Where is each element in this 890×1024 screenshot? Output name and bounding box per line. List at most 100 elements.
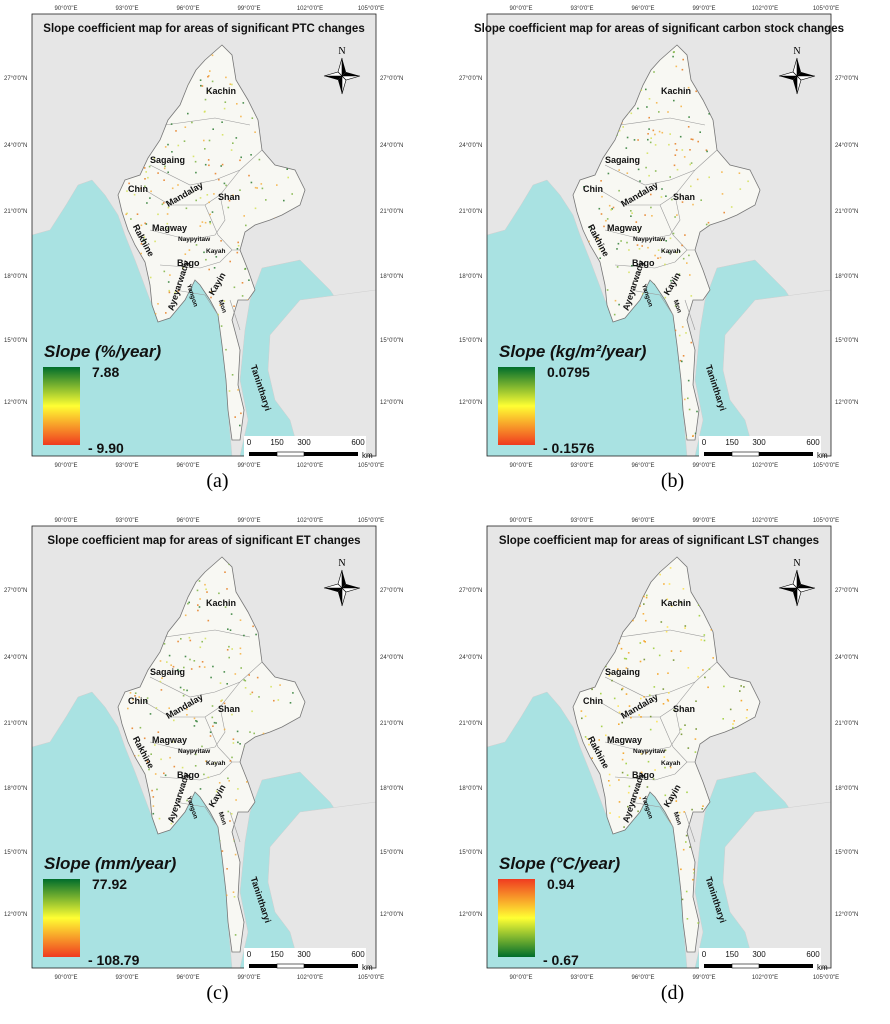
- change-pixel: [256, 187, 258, 189]
- color-ramp: [498, 879, 535, 957]
- change-pixel: [648, 128, 650, 130]
- change-pixel: [700, 639, 703, 641]
- change-pixel: [621, 771, 624, 774]
- change-pixel: [167, 227, 169, 230]
- scale-bar: 0 150 300 600 km: [699, 948, 828, 972]
- lat-labels-right: 27°0'0"N 24°0'0"N 21°0'0"N 18°0'0"N 15°0…: [380, 76, 403, 406]
- scale-unit: km: [362, 451, 373, 460]
- panel-caption: (d): [660, 982, 685, 1004]
- change-pixel: [688, 408, 691, 411]
- change-pixel: [270, 685, 272, 688]
- lat-tick: 21°0'0"N: [4, 721, 27, 727]
- change-pixel: [688, 116, 690, 118]
- change-pixel: [650, 137, 652, 139]
- change-pixel: [617, 705, 619, 707]
- change-pixel: [164, 774, 167, 777]
- change-pixel: [276, 184, 278, 186]
- lat-tick: 18°0'0"N: [4, 786, 27, 792]
- scale-300: 300: [297, 950, 311, 959]
- change-pixel: [674, 329, 677, 332]
- change-pixel: [681, 201, 684, 203]
- change-pixel: [186, 708, 188, 711]
- change-pixel: [666, 598, 669, 601]
- lon-tick: 90°0'0"E: [509, 463, 532, 469]
- change-pixel: [188, 636, 191, 639]
- change-pixel: [217, 313, 219, 316]
- change-pixel: [600, 725, 603, 728]
- change-pixel: [232, 142, 234, 144]
- change-pixel: [231, 713, 233, 716]
- change-pixel: [607, 737, 610, 739]
- change-pixel: [692, 203, 694, 206]
- change-pixel: [208, 164, 210, 167]
- legend: Slope (%/year) 7.88 - 9.90: [43, 342, 161, 456]
- lon-tick: 93°0'0"E: [570, 518, 593, 524]
- change-pixel: [204, 163, 207, 166]
- change-pixel: [198, 580, 201, 582]
- change-pixel: [652, 778, 655, 780]
- change-pixel: [229, 820, 231, 822]
- change-pixel: [166, 213, 169, 215]
- map-frame: [31, 13, 377, 457]
- change-pixel: [649, 728, 652, 731]
- change-pixel: [199, 225, 202, 227]
- change-pixel: [221, 850, 224, 852]
- change-pixel: [260, 183, 263, 185]
- change-pixel: [600, 180, 602, 182]
- change-pixel: [152, 812, 155, 815]
- myanmar-outline: [572, 44, 761, 441]
- change-pixel: [204, 583, 206, 586]
- change-pixel: [687, 397, 689, 400]
- change-pixel: [651, 215, 653, 217]
- change-pixel: [584, 736, 587, 738]
- change-pixel: [645, 751, 648, 754]
- lat-tick: 21°0'0"N: [835, 209, 858, 215]
- lon-tick: 102°0'0"E: [752, 6, 778, 12]
- change-pixel: [195, 753, 197, 756]
- change-pixel: [150, 753, 152, 755]
- change-pixel: [679, 135, 682, 138]
- change-pixel: [218, 592, 220, 595]
- legend: Slope (°C/year) 0.94 - 0.67: [498, 854, 620, 968]
- change-pixel: [689, 163, 691, 166]
- region-label-mon: Mon: [217, 299, 228, 314]
- change-pixel: [617, 242, 620, 245]
- legend-title: Slope (%/year): [44, 342, 161, 361]
- change-pixel: [207, 159, 210, 161]
- change-pixel: [166, 222, 169, 225]
- land-thailand-peninsula: [722, 801, 831, 968]
- region-label-naypyitaw: Naypyitaw: [178, 748, 211, 755]
- change-pixel: [672, 659, 675, 661]
- change-pixel: [740, 699, 743, 702]
- region-label-kayah: Kayah: [661, 760, 681, 767]
- scale-150: 150: [270, 438, 284, 447]
- lon-labels-top: 90°0'0"E 93°0'0"E 96°0'0"E 99°0'0"E 102°…: [509, 6, 839, 12]
- north-arrow-icon: N: [778, 46, 816, 95]
- change-pixel: [242, 102, 245, 104]
- change-pixel: [126, 190, 128, 192]
- lon-tick: 102°0'0"E: [752, 975, 778, 981]
- change-pixel: [173, 765, 176, 768]
- change-pixel: [661, 188, 663, 190]
- change-pixel: [703, 639, 706, 642]
- change-pixel: [622, 126, 624, 128]
- change-pixel: [710, 629, 713, 631]
- change-pixel: [146, 760, 149, 763]
- change-pixel: [194, 160, 197, 163]
- change-pixel: [673, 709, 675, 711]
- change-pixel: [224, 606, 227, 608]
- region-label-magway: Magway: [152, 223, 187, 233]
- myanmar-outline: [572, 556, 761, 953]
- change-pixel: [654, 769, 656, 771]
- lon-tick: 99°0'0"E: [692, 518, 715, 524]
- lat-tick: 27°0'0"N: [835, 76, 858, 82]
- change-pixel: [675, 149, 678, 151]
- region-label-kayah: Kayah: [661, 248, 681, 255]
- change-pixel: [705, 149, 708, 151]
- change-pixel: [694, 738, 697, 740]
- change-pixel: [203, 251, 205, 254]
- change-pixel: [231, 756, 233, 759]
- change-pixel: [160, 689, 163, 691]
- region-label-bago: Bago: [632, 258, 655, 268]
- change-pixel: [648, 694, 651, 696]
